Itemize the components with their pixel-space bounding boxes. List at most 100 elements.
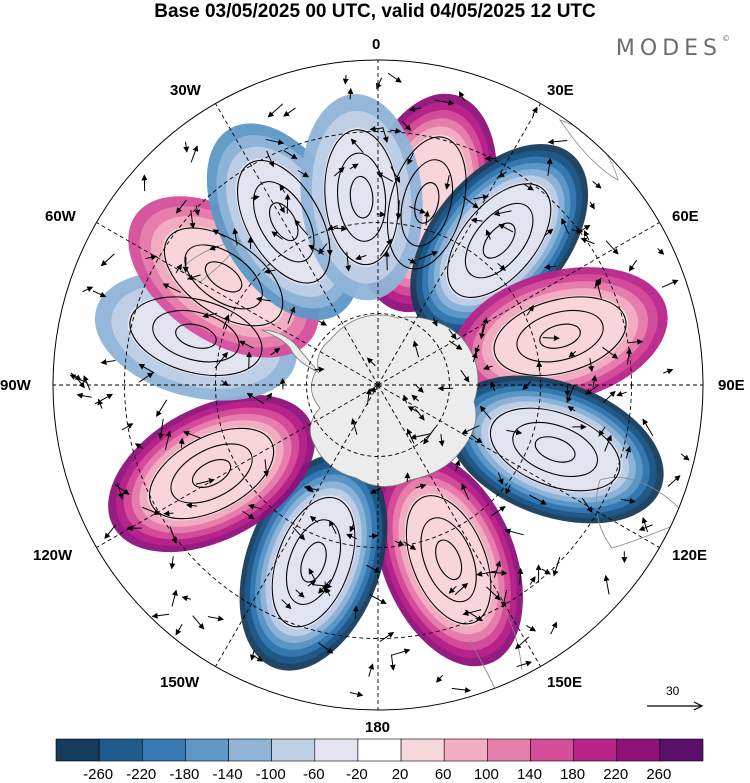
wind-arrow [368, 663, 374, 677]
wind-arrow [525, 625, 537, 632]
colorbar-label: 140 [516, 766, 542, 783]
wind-arrow [547, 138, 568, 145]
wind-arrow [283, 149, 298, 160]
reference-vector-label: 30 [666, 684, 680, 698]
wind-arrow [232, 227, 239, 246]
australia-coast [596, 477, 691, 549]
wind-arrow [588, 358, 595, 373]
streamline [349, 175, 374, 219]
wind-arrow [209, 244, 219, 251]
wind-arrow [663, 368, 674, 375]
wind-arrow [394, 540, 405, 546]
wind-arrow [266, 392, 273, 401]
wind-arrow [249, 650, 256, 661]
wind-arrow [355, 254, 367, 261]
colorbar-swatch [357, 738, 402, 762]
wind-arrow [271, 231, 283, 240]
wind-arrow [461, 425, 480, 435]
lon-label-180: 180 [365, 719, 391, 736]
colorbar-label: 100 [473, 766, 499, 783]
wind-arrow [169, 556, 176, 570]
wind-arrow [498, 171, 507, 178]
colorbar-label: -100 [255, 766, 286, 783]
wind-arrow [567, 406, 576, 412]
wind-arrow [369, 594, 387, 604]
wind-arrow [292, 527, 306, 541]
wind-arrow [505, 484, 511, 495]
wind-arrow [382, 127, 389, 143]
wind-arrow [175, 263, 182, 274]
wind-arrow [583, 230, 590, 241]
colorbar-swatch [55, 738, 100, 762]
wind-arrow [451, 687, 472, 694]
wind-arrow [242, 510, 255, 520]
wind-arrow [434, 99, 455, 106]
wind-arrow [185, 502, 198, 509]
streamline [489, 407, 621, 492]
wind-arrow [318, 320, 328, 326]
wind-arrow [82, 286, 94, 293]
wind-arrow [349, 691, 364, 698]
wind-arrow [379, 631, 395, 642]
wind-arrow [294, 219, 309, 236]
wind-arrow [267, 103, 284, 118]
wind-arrow [390, 166, 401, 184]
wind-arrow [657, 248, 665, 255]
wind-arrow [202, 312, 218, 319]
lon-label-0: 0 [372, 36, 381, 53]
wind-arrow [212, 229, 226, 238]
colorbar-swatch [98, 738, 143, 762]
meridian [215, 384, 379, 667]
wind-arrow [408, 205, 426, 214]
colorbar-label: -60 [302, 766, 325, 783]
wind-arrow [263, 459, 270, 477]
colorbar-label: -20 [346, 766, 368, 783]
meridian [377, 103, 541, 386]
colorbar-swatch [443, 738, 488, 762]
wind-arrow [379, 238, 392, 257]
lon-label-30w: 30W [170, 82, 201, 99]
wind-arrow [471, 434, 483, 444]
wind-arrow [598, 426, 606, 437]
wind-arrow [278, 203, 285, 214]
streamline [414, 182, 440, 224]
colorbar-swatch [530, 738, 574, 762]
colorbar-swatch [314, 738, 359, 762]
wind-arrow [390, 127, 402, 134]
wind-arrow [498, 223, 514, 233]
wind-arrow [528, 494, 547, 505]
wind-arrow [171, 589, 178, 607]
colorbar-swatch [659, 738, 704, 762]
wind-arrow [350, 418, 358, 435]
wind-arrow [531, 106, 538, 116]
wind-arrow [542, 335, 560, 342]
wind-arrow [369, 533, 379, 540]
anomaly-contour [162, 226, 285, 328]
wind-arrow [680, 453, 690, 461]
wind-arrow [541, 568, 551, 575]
wind-arrow [308, 568, 315, 580]
wind-arrow [134, 443, 144, 449]
wind-arrow [389, 654, 396, 671]
graticule [53, 60, 703, 710]
wind-arrow [602, 390, 616, 404]
wind-arrow [151, 612, 170, 619]
colorbar [55, 738, 704, 762]
streamline [268, 202, 299, 242]
wind-arrow [318, 642, 334, 654]
lon-label-60e: 60E [672, 208, 699, 225]
colorbar-swatch [573, 738, 618, 762]
streamline [446, 183, 552, 298]
wind-arrow [407, 258, 417, 264]
wind-arrow [462, 196, 479, 209]
colorbar-label: 60 [434, 766, 452, 783]
wind-arrow [164, 430, 172, 451]
wind-arrow [454, 459, 461, 472]
south-america-tip [179, 239, 241, 283]
wind-arrow [266, 150, 275, 168]
wind-arrow [667, 475, 681, 487]
anomaly-contour [488, 406, 623, 493]
copyright-mark: © [722, 34, 730, 43]
wind-arrow [169, 526, 178, 544]
